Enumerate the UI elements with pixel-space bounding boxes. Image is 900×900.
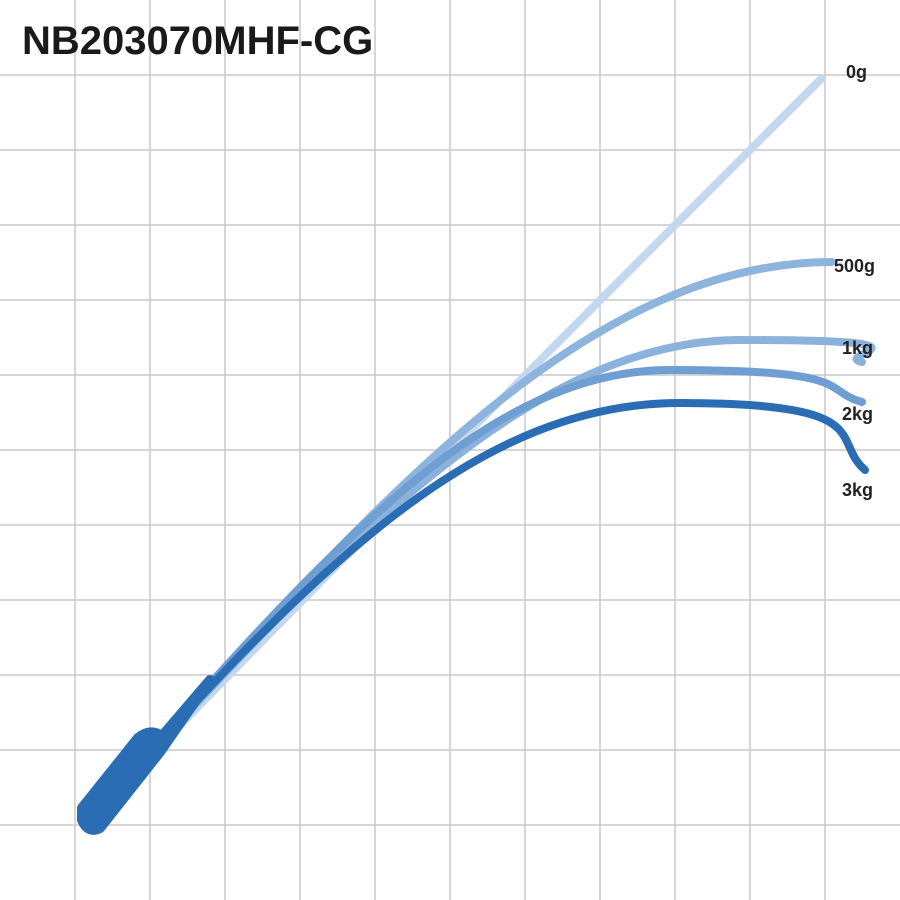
curve-label: 3kg xyxy=(842,480,873,500)
curve-500g xyxy=(86,258,836,822)
curve-3kg xyxy=(86,398,869,822)
curve-label: 0g xyxy=(846,62,867,82)
curve-2kg xyxy=(86,365,866,822)
rod-handle xyxy=(77,675,215,835)
title: NB203070MHF-CG xyxy=(22,19,373,63)
curve-label: 500g xyxy=(834,256,875,276)
curve-label: 1kg xyxy=(842,338,873,358)
curve-label: 2kg xyxy=(842,404,873,424)
